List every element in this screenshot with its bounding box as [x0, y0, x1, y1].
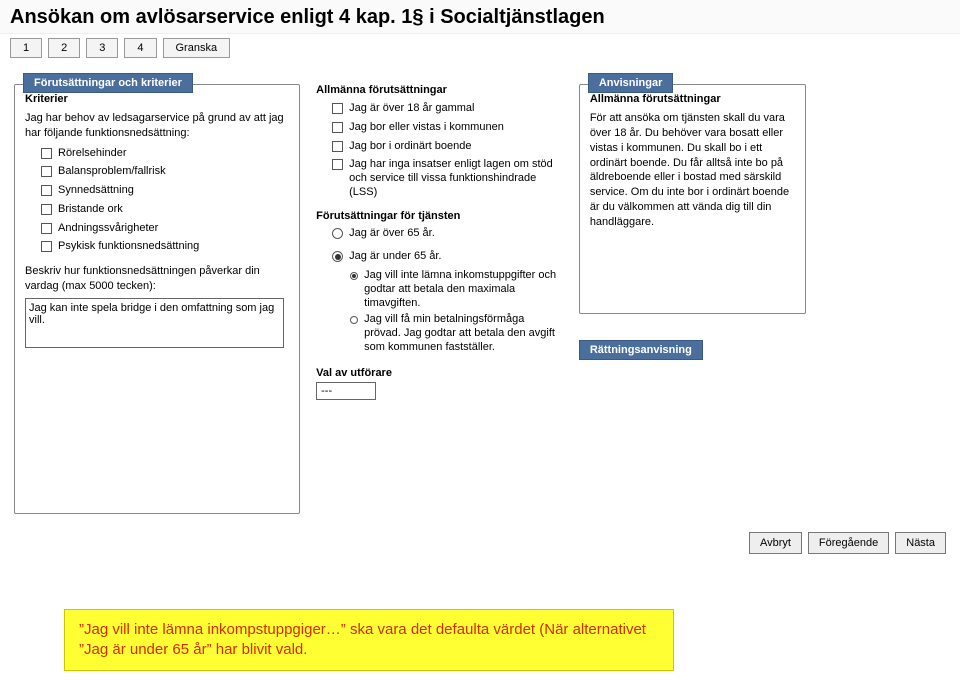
subradio-no-income[interactable] — [350, 272, 358, 280]
subradio-test-pay[interactable] — [350, 316, 358, 324]
check-lss[interactable] — [332, 159, 343, 170]
step-4[interactable]: 4 — [124, 38, 156, 58]
left-panel-title: Förutsättningar och kriterier — [23, 73, 193, 93]
next-button[interactable]: Nästa — [895, 532, 946, 554]
radio-over65-label: Jag är över 65 år. — [349, 227, 435, 241]
check-over18-label: Jag är över 18 år gammal — [349, 102, 474, 116]
step-1[interactable]: 1 — [10, 38, 42, 58]
check-andning-label: Andningssvårigheter — [58, 222, 158, 236]
check-over18[interactable] — [332, 103, 343, 114]
check-andning[interactable] — [41, 223, 52, 234]
page-title: Ansökan om avlösarservice enligt 4 kap. … — [0, 0, 960, 34]
check-rorelsehinder[interactable] — [41, 148, 52, 159]
anvisningar-panel: Anvisningar Allmänna förutsättningar För… — [579, 84, 806, 314]
subradio-test-pay-label: Jag vill få min betalningsförmåga prövad… — [364, 313, 563, 354]
allmanna-heading: Allmänna förutsättningar — [316, 84, 563, 96]
step-granska[interactable]: Granska — [163, 38, 231, 58]
check-syn[interactable] — [41, 185, 52, 196]
check-ork-label: Bristande ork — [58, 203, 123, 217]
check-balans[interactable] — [41, 166, 52, 177]
previous-button[interactable]: Föregående — [808, 532, 889, 554]
step-2[interactable]: 2 — [48, 38, 80, 58]
wizard-steps: 1 2 3 4 Granska — [0, 34, 960, 64]
utforare-select[interactable]: --- — [316, 382, 376, 400]
check-lss-label: Jag har inga insatser enligt lagen om st… — [349, 158, 563, 199]
anvisningar-text: För att ansöka om tjänsten skall du vara… — [590, 111, 795, 230]
check-ork[interactable] — [41, 204, 52, 215]
anvisningar-subheading: Allmänna förutsättningar — [590, 93, 795, 105]
annotation-note: ”Jag vill inte lämna inkompstuppgiger…” … — [64, 609, 674, 672]
radio-under65[interactable] — [332, 251, 343, 262]
rattningsanvisning-badge: Rättningsanvisning — [579, 340, 703, 360]
radio-over65[interactable] — [332, 228, 343, 239]
kriterier-heading: Kriterier — [25, 93, 289, 105]
describe-textarea[interactable] — [25, 298, 284, 348]
check-rorelsehinder-label: Rörelsehinder — [58, 147, 126, 161]
check-psykisk-label: Psykisk funktionsnedsättning — [58, 240, 199, 254]
anvisningar-title: Anvisningar — [588, 73, 674, 93]
button-row: Avbryt Föregående Nästa — [0, 532, 960, 554]
check-balans-label: Balansproblem/fallrisk — [58, 165, 166, 179]
cancel-button[interactable]: Avbryt — [749, 532, 802, 554]
check-ordinart-label: Jag bor i ordinärt boende — [349, 140, 471, 154]
val-av-utforare-label: Val av utförare — [316, 367, 563, 379]
check-bor-kommun-label: Jag bor eller vistas i kommunen — [349, 121, 504, 135]
subradio-no-income-label: Jag vill inte lämna inkomstuppgifter och… — [364, 269, 563, 310]
check-bor-kommun[interactable] — [332, 122, 343, 133]
forutsattningar-heading: Förutsättningar för tjänsten — [316, 210, 563, 222]
step-3[interactable]: 3 — [86, 38, 118, 58]
kriterier-intro: Jag har behov av ledsagarservice på grun… — [25, 111, 289, 141]
describe-label: Beskriv hur funktionsnedsättningen påver… — [25, 264, 289, 294]
check-syn-label: Synnedsättning — [58, 184, 134, 198]
check-ordinart[interactable] — [332, 141, 343, 152]
left-panel: Förutsättningar och kriterier Kriterier … — [14, 84, 300, 514]
note-part1: ”Jag vill inte lämna inkompstuppgiger…” — [79, 621, 346, 638]
check-psykisk[interactable] — [41, 241, 52, 252]
radio-under65-label: Jag är under 65 år. — [349, 250, 441, 264]
